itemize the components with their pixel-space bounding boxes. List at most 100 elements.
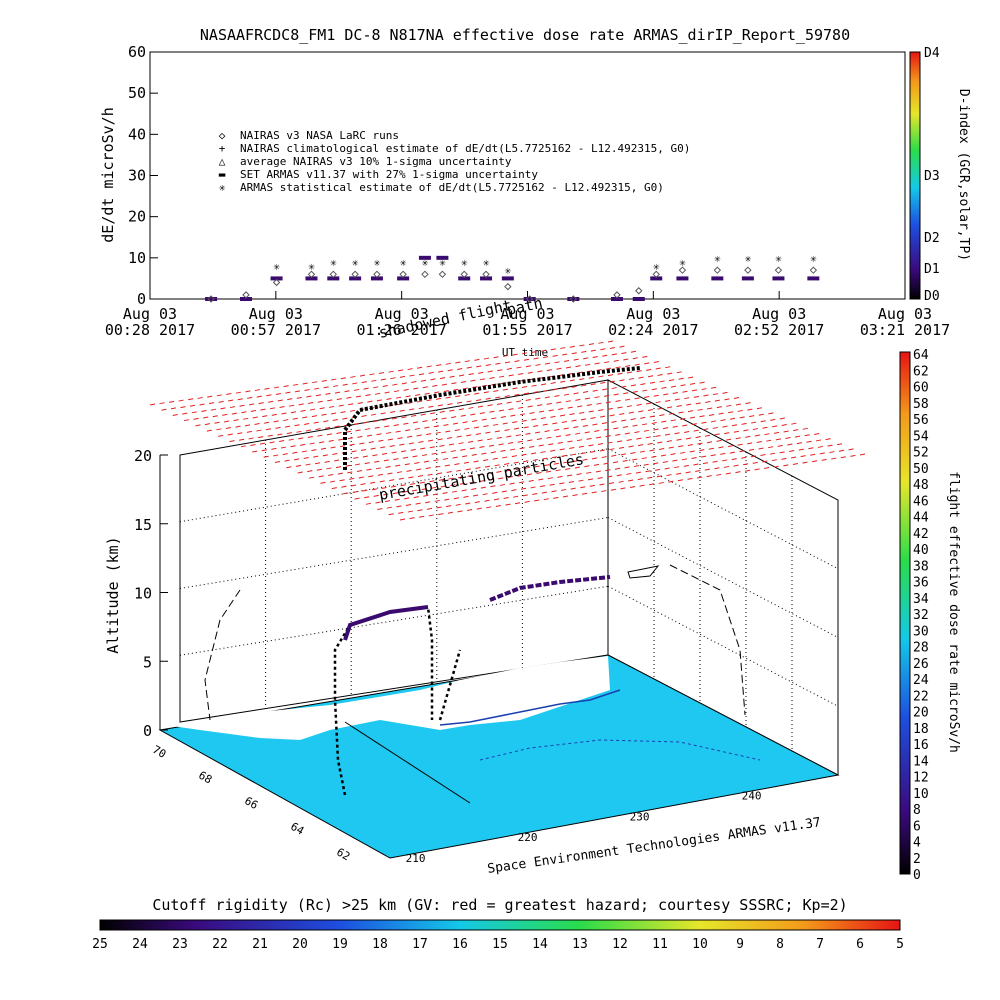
legend-entry: NAIRAS climatological estimate of dE/dt(… xyxy=(240,142,690,155)
precip-mark xyxy=(540,451,546,454)
precip-mark xyxy=(580,452,586,455)
precip-mark xyxy=(400,484,406,487)
precip-mark xyxy=(632,424,638,427)
precip-mark xyxy=(637,478,643,481)
top-y-label: dE/dt microSv/h xyxy=(99,107,117,242)
cutoff-tick: 19 xyxy=(332,937,348,952)
precip-mark xyxy=(729,417,736,420)
precip-mark xyxy=(452,490,458,493)
precip-mark xyxy=(601,490,607,493)
precip-mark xyxy=(398,511,404,514)
precip-mark xyxy=(783,464,789,467)
grid-line xyxy=(179,517,609,589)
precip-mark xyxy=(666,406,673,409)
cutoff-tick: 25 xyxy=(92,937,108,952)
precip-mark xyxy=(674,432,680,435)
precip-mark xyxy=(298,403,304,406)
precip-mark xyxy=(557,475,563,478)
precip-mark xyxy=(418,441,424,443)
precip-mark xyxy=(562,353,568,356)
nairas-point xyxy=(652,270,660,279)
precip-mark xyxy=(598,341,604,344)
precip-mark xyxy=(542,457,548,460)
precip-mark xyxy=(442,492,448,495)
precip-mark xyxy=(772,425,778,428)
precip-mark xyxy=(597,443,604,446)
precip-mark xyxy=(569,379,575,382)
precip-mark xyxy=(507,476,513,479)
precip-mark xyxy=(371,379,377,382)
set-armas-point xyxy=(741,276,754,281)
precip-mark xyxy=(623,392,629,395)
precip-mark xyxy=(374,426,380,429)
precip-mark xyxy=(366,434,373,437)
precip-mark xyxy=(199,403,205,406)
precip-mark xyxy=(729,451,735,454)
precip-mark xyxy=(191,411,197,414)
precip-mark xyxy=(370,447,376,450)
precip-mark xyxy=(193,417,199,420)
precip-mark xyxy=(420,379,427,382)
precip-mark xyxy=(369,373,375,376)
dose-tick: 10 xyxy=(913,787,929,802)
precip-mark xyxy=(477,473,483,476)
precip-mark xyxy=(712,426,718,429)
precip-mark xyxy=(364,496,370,499)
precip-mark xyxy=(353,422,359,425)
precip-mark xyxy=(275,426,281,429)
precip-mark xyxy=(396,471,403,474)
precip-mark xyxy=(463,461,470,464)
precip-mark xyxy=(443,423,449,426)
precip-mark xyxy=(295,464,302,467)
precip-mark xyxy=(453,388,459,391)
precip-mark xyxy=(450,484,456,487)
nairas-point xyxy=(307,270,316,279)
precip-mark xyxy=(265,428,272,431)
precip-mark xyxy=(264,421,270,424)
precip-mark xyxy=(168,400,175,403)
precip-mark xyxy=(288,438,294,441)
precip-mark xyxy=(320,447,327,450)
precip-mark xyxy=(222,413,228,416)
ground-track xyxy=(344,721,471,804)
y-tick-label: 0 xyxy=(137,290,146,308)
armas-stat-point: ✳ xyxy=(439,256,446,269)
precip-mark xyxy=(435,465,441,468)
precip-mark xyxy=(403,388,409,391)
precip-mark xyxy=(415,502,421,505)
precip-mark xyxy=(643,463,649,466)
precip-mark xyxy=(390,377,396,380)
set-armas-point xyxy=(418,255,431,260)
precip-mark xyxy=(365,428,371,431)
precip-mark xyxy=(490,451,496,454)
precip-mark xyxy=(263,455,269,458)
precip-mark xyxy=(376,433,382,436)
precip-mark xyxy=(365,502,372,505)
precip-mark xyxy=(632,458,638,461)
precip-mark xyxy=(274,461,281,463)
y-tick-label: 50 xyxy=(128,84,146,102)
y-tick-label: 40 xyxy=(128,125,146,143)
precip-mark xyxy=(592,457,598,460)
precip-mark xyxy=(756,407,763,410)
precip-mark xyxy=(547,477,553,480)
precip-mark xyxy=(259,442,266,445)
precip-mark xyxy=(286,466,292,469)
precip-mark xyxy=(432,493,439,496)
precip-mark xyxy=(340,445,346,448)
precip-mark xyxy=(636,403,642,406)
precip-mark xyxy=(372,454,378,457)
precip-mark xyxy=(317,434,323,437)
precip-mark xyxy=(443,390,449,393)
chart-title: NASAAFRCDC8_FM1 DC-8 N817NA effective do… xyxy=(200,26,850,44)
dose-tick: 12 xyxy=(913,771,929,786)
precip-mark xyxy=(485,431,491,434)
precip-mark xyxy=(197,396,203,399)
precip-mark xyxy=(437,404,443,407)
precip-mark xyxy=(430,412,436,415)
dose-tick: 50 xyxy=(913,462,929,477)
precip-mark xyxy=(752,428,759,431)
precip-mark xyxy=(424,426,430,429)
precip-mark xyxy=(262,415,268,418)
